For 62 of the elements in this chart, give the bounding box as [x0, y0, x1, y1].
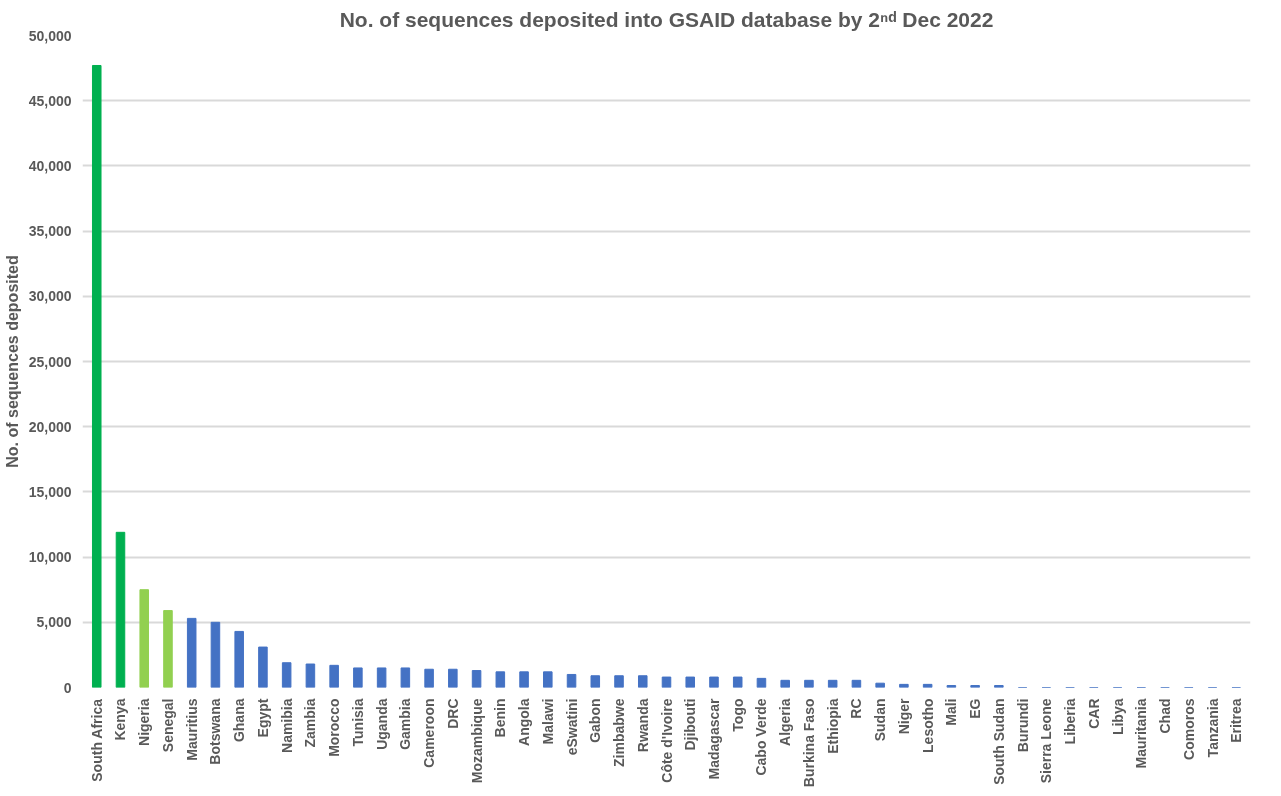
x-tick-label: Chad — [1157, 698, 1174, 734]
x-tick-label: Zimbabwe — [611, 698, 628, 767]
x-tick-label: Sudan — [872, 698, 889, 742]
x-tick-label: Mali — [943, 698, 960, 726]
x-tick-label: Lesotho — [919, 698, 936, 753]
x-tick-label: South Sudan — [990, 698, 1007, 785]
x-tick-label: Niger — [895, 697, 912, 735]
x-tick-label: Sierra Leone — [1038, 698, 1055, 784]
y-tick-label: 10,000 — [28, 549, 72, 566]
x-tick-label: Gambia — [397, 698, 414, 750]
x-tick-label: Nigeria — [136, 698, 153, 746]
x-tick-label: Cameroon — [421, 698, 438, 768]
x-tick-label: Zambia — [302, 698, 319, 748]
x-tick-label: RC — [848, 698, 865, 719]
x-tick-label: Angola — [516, 698, 533, 746]
x-tick-label: Benin — [492, 698, 509, 738]
y-tick-label: 20,000 — [28, 418, 72, 435]
x-tick-label: Eritrea — [1228, 698, 1245, 743]
x-tick-label: Djibouti — [682, 698, 699, 751]
x-tick-label: Cabo Verde — [753, 698, 770, 776]
x-tick-label: Ethiopia — [824, 698, 841, 754]
x-tick-label: Algeria — [777, 698, 794, 746]
x-tick-label: Namibia — [278, 698, 295, 753]
y-tick-label: 5,000 — [36, 614, 72, 631]
x-tick-label: Côte d'Ivoire — [658, 698, 675, 783]
x-tick-label: Liberia — [1062, 698, 1079, 745]
x-tick-label: Mauritius — [183, 698, 200, 761]
x-tick-label: Senegal — [159, 698, 176, 753]
x-tick-label: Comoros — [1180, 698, 1197, 760]
chart-title: No. of sequences deposited into GSAID database by 2ⁿᵈ Dec 2022 — [339, 7, 994, 31]
x-tick-label: Kenya — [112, 698, 129, 741]
x-tick-label: Madagascar — [705, 697, 722, 780]
x-tick-label: DRC — [444, 698, 461, 729]
x-tick-label: Mozambique — [468, 698, 485, 784]
x-tick-label: Togo — [729, 698, 746, 732]
x-tick-label: Mauritania — [1133, 698, 1150, 769]
y-tick-label: 40,000 — [28, 157, 72, 174]
y-tick-label: 30,000 — [28, 288, 72, 305]
x-tick-label: CAR — [1085, 698, 1102, 729]
x-tick-label: Tunisia — [349, 698, 366, 747]
x-tick-label: Libya — [1109, 698, 1126, 736]
x-tick-label: Morocco — [326, 698, 343, 757]
x-tick-label: eSwatini — [563, 698, 580, 756]
x-tick-label: Rwanda — [634, 698, 651, 753]
x-tick-label: Botswana — [207, 698, 224, 765]
x-tick-label: Burkina Faso — [800, 698, 817, 788]
x-tick-label: Ghana — [231, 698, 248, 743]
y-tick-label: 45,000 — [28, 92, 72, 109]
x-tick-label: South Africa — [88, 698, 105, 782]
x-tick-label: Uganda — [373, 698, 390, 750]
x-tick-label: Gabon — [587, 698, 604, 743]
y-tick-label: 50,000 — [28, 27, 72, 44]
x-tick-label: Egypt — [254, 698, 271, 738]
y-tick-label: 25,000 — [28, 353, 72, 370]
y-axis-title: No. of sequences deposited — [3, 255, 21, 468]
y-tick-label: 0 — [63, 679, 72, 696]
x-tick-label: Tanzania — [1204, 698, 1221, 758]
x-tick-label: Burundi — [1014, 698, 1031, 753]
y-tick-label: 35,000 — [28, 223, 72, 240]
x-tick-label: Malawi — [539, 698, 556, 745]
x-tick-label: EG — [967, 698, 984, 719]
y-tick-label: 15,000 — [28, 483, 72, 500]
